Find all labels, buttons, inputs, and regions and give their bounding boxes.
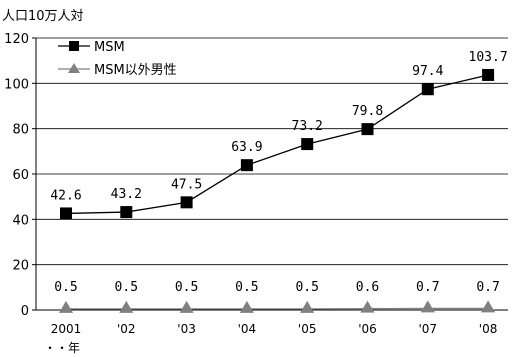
msm-point (301, 138, 314, 151)
y-tick-label: 80 (12, 123, 29, 138)
data-label: 79.8 (352, 104, 383, 119)
other-male-point (420, 300, 435, 313)
data-label: 0.5 (235, 280, 258, 295)
data-label: 43.2 (111, 187, 142, 202)
x-tick-label: '04 (238, 322, 257, 336)
x-tick-label: 2001 (51, 322, 82, 336)
other-male-point (360, 300, 375, 313)
data-label: 42.6 (50, 188, 81, 203)
x-tick-label: '07 (419, 322, 438, 336)
msm-point (120, 206, 133, 219)
series-lines (65, 74, 489, 310)
y-tick-label: 120 (4, 32, 29, 47)
msm-point (60, 207, 72, 220)
msm-point (180, 196, 193, 209)
x-tick-label: '06 (358, 322, 377, 336)
y-tick-label: 40 (12, 213, 29, 228)
series-markers (59, 68, 496, 313)
data-label: 97.4 (412, 64, 443, 79)
legend-other-triangle (68, 63, 80, 73)
x-tick-label: '03 (177, 322, 196, 336)
data-label: 63.9 (231, 140, 262, 155)
y-tick-label: 60 (12, 168, 29, 183)
data-label: 47.5 (171, 177, 202, 192)
y-axis-title: 人口10万人対 (2, 9, 84, 24)
legend-other-label: MSM以外男性 (94, 63, 177, 78)
other-male-point (300, 300, 315, 313)
data-label: 103.7 (469, 50, 508, 65)
data-labels: 42.6 43.2 47.5 63.9 73.2 79.8 97.4 103.7 0.5 0.5 0… (50, 50, 507, 295)
data-label: 0.5 (295, 280, 318, 295)
msm-point (421, 83, 434, 96)
series-line (65, 74, 489, 215)
msm-point (240, 159, 253, 172)
other-male-point (119, 300, 134, 313)
data-label: 0.6 (356, 280, 379, 295)
y-tick-label: 20 (12, 259, 29, 274)
y-tick-labels: 0 20 40 60 80 100 120 (4, 32, 36, 319)
gridlines (36, 37, 508, 266)
msm-point (361, 123, 374, 136)
legend-msm-label: MSM (94, 40, 125, 55)
x-tick-labels: 2001 '02 '03 '04 '05 '06 '07 '08 (51, 322, 498, 336)
legend: MSM MSM以外男性 (58, 40, 177, 78)
other-male-point (239, 300, 254, 313)
data-label: 0.5 (115, 280, 138, 295)
x-tick-label: '05 (298, 322, 317, 336)
msm-point (482, 68, 495, 81)
data-label: 0.7 (416, 280, 439, 295)
other-male-point (179, 300, 194, 313)
data-label: 0.5 (175, 280, 198, 295)
y-tick-label: 0 (21, 304, 29, 319)
other-male-point (481, 300, 496, 313)
y-tick-label: 100 (4, 77, 29, 92)
legend-msm-square (69, 41, 79, 51)
x-tick-label: '08 (479, 322, 498, 336)
x-tick-label: '02 (117, 322, 136, 336)
data-label: 0.7 (476, 280, 499, 295)
x-axis-title: ・・年 (44, 341, 80, 355)
data-label: 73.2 (292, 119, 323, 134)
other-male-point (59, 300, 73, 313)
data-label: 0.5 (54, 280, 77, 295)
